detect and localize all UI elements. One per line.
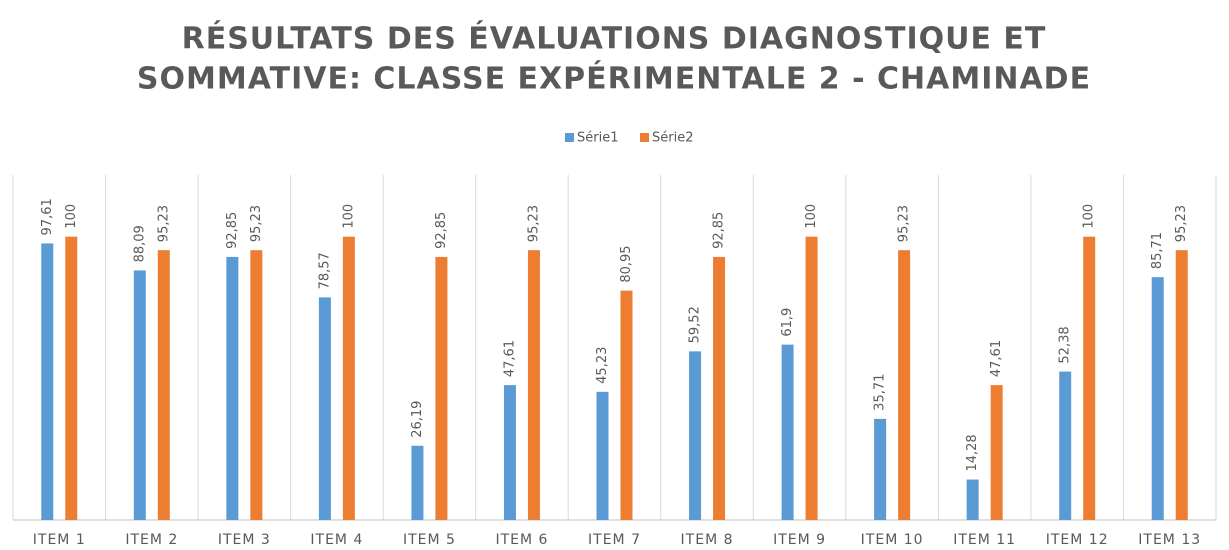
bar bbox=[620, 290, 633, 520]
chart-title: SOMMATIVE: CLASSE EXPÉRIMENTALE 2 - CHAM… bbox=[137, 61, 1091, 97]
x-tick-label: ITEM 9 bbox=[773, 532, 826, 548]
bar bbox=[226, 256, 239, 520]
bar bbox=[1151, 277, 1164, 520]
x-tick-label: ITEM 5 bbox=[403, 532, 456, 548]
data-label: 59,52 bbox=[688, 306, 703, 343]
data-label: 92,85 bbox=[225, 212, 240, 249]
data-label: 100 bbox=[1082, 204, 1097, 229]
bar bbox=[503, 385, 516, 520]
bar bbox=[157, 250, 170, 520]
bar bbox=[318, 297, 331, 520]
data-label: 80,95 bbox=[619, 245, 634, 282]
bar bbox=[133, 270, 146, 520]
x-tick-label: ITEM 6 bbox=[495, 532, 548, 548]
bar bbox=[713, 256, 726, 520]
data-label: 95,23 bbox=[1174, 205, 1189, 242]
bar bbox=[435, 256, 448, 520]
data-label: 61,9 bbox=[780, 308, 795, 337]
data-label: 52,38 bbox=[1058, 326, 1073, 363]
bar bbox=[966, 479, 979, 520]
data-label: 47,61 bbox=[502, 340, 517, 377]
data-label: 26,19 bbox=[410, 401, 425, 438]
bar bbox=[874, 418, 887, 520]
x-tick-label: ITEM 7 bbox=[588, 532, 641, 548]
data-label: 97,61 bbox=[40, 198, 55, 235]
bar bbox=[1083, 236, 1096, 520]
data-label: 47,61 bbox=[989, 340, 1004, 377]
data-label: 35,71 bbox=[873, 374, 888, 411]
data-label: 95,23 bbox=[526, 205, 541, 242]
x-tick-label: ITEM 12 bbox=[1046, 532, 1109, 548]
x-tick-label: ITEM 8 bbox=[681, 532, 734, 548]
data-label: 100 bbox=[341, 204, 356, 229]
bar bbox=[250, 250, 263, 520]
data-label: 45,23 bbox=[595, 347, 610, 384]
legend-swatch bbox=[565, 133, 574, 142]
bar bbox=[898, 250, 911, 520]
legend-label: Série2 bbox=[652, 131, 693, 146]
x-tick-label: ITEM 11 bbox=[953, 532, 1016, 548]
data-label: 14,28 bbox=[965, 434, 980, 471]
data-label: 95,23 bbox=[156, 205, 171, 242]
x-tick-label: ITEM 10 bbox=[861, 532, 924, 548]
legend-label: Série1 bbox=[577, 131, 618, 146]
x-tick-label: ITEM 3 bbox=[218, 532, 271, 548]
bar bbox=[990, 385, 1003, 520]
bar bbox=[527, 250, 540, 520]
data-label: 92,85 bbox=[434, 212, 449, 249]
x-tick-label: ITEM 1 bbox=[33, 532, 86, 548]
bar bbox=[781, 344, 794, 520]
data-label: 85,71 bbox=[1150, 232, 1165, 269]
legend-swatch bbox=[640, 133, 649, 142]
data-label: 92,85 bbox=[712, 212, 727, 249]
bar bbox=[689, 351, 702, 520]
data-label: 78,57 bbox=[317, 252, 332, 289]
bar bbox=[1059, 371, 1072, 520]
data-label: 95,23 bbox=[897, 205, 912, 242]
data-label: 95,23 bbox=[249, 205, 264, 242]
bar bbox=[596, 391, 609, 520]
chart-title: RÉSULTATS DES ÉVALUATIONS DIAGNOSTIQUE E… bbox=[182, 21, 1047, 57]
bar bbox=[805, 236, 818, 520]
bar bbox=[342, 236, 355, 520]
x-tick-label: ITEM 13 bbox=[1138, 532, 1201, 548]
bar bbox=[41, 243, 54, 520]
data-label: 100 bbox=[64, 204, 79, 229]
bar bbox=[65, 236, 78, 520]
data-label: 100 bbox=[804, 204, 819, 229]
bar bbox=[1175, 250, 1188, 520]
bar bbox=[411, 445, 424, 520]
x-tick-label: ITEM 4 bbox=[310, 532, 363, 548]
data-label: 88,09 bbox=[132, 225, 147, 262]
x-tick-label: ITEM 2 bbox=[125, 532, 178, 548]
